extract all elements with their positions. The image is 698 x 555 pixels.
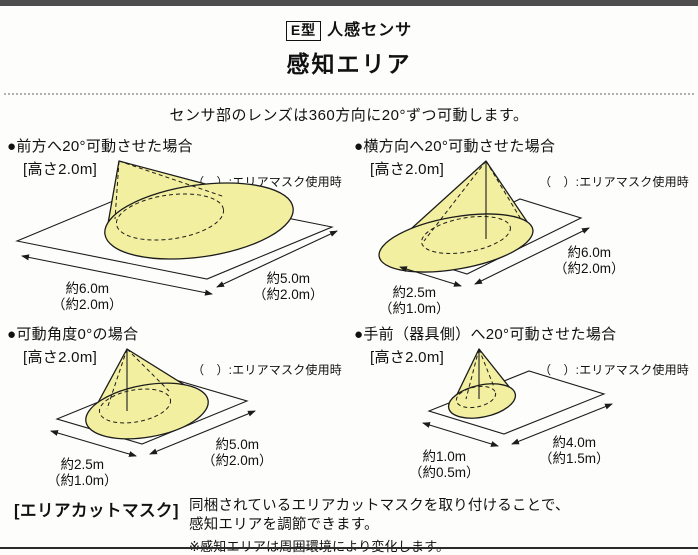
dimension-mask-value: （約1.0m） — [379, 301, 450, 318]
dimension-value: 約1.0m — [409, 449, 480, 466]
dimension-label: 約2.5m （約1.0m） — [379, 285, 450, 319]
dimension-label: 約5.0m （約2.0m） — [253, 271, 324, 305]
diagram-angle-0: ●可動角度0°の場合 [高さ2.0m] （ ）:エリアマスク使用時 約2.5m … — [7, 323, 344, 495]
diagram-title: ●横方向へ20°可動させた場合 — [354, 135, 691, 156]
page-title: 感知エリア — [0, 45, 698, 79]
diagram-title: ●可動角度0°の場合 — [7, 323, 344, 344]
dimension-mask-value: （約2.0m） — [52, 297, 123, 314]
product-name: 人感センサ — [327, 22, 412, 39]
dimension-label: 約1.0m （約0.5m） — [409, 449, 480, 483]
description-line-1: 同梱されているエリアカットマスクを取り付けることで、 — [189, 497, 570, 517]
dimension-mask-value: （約2.0m） — [554, 261, 625, 278]
dimension-mask-value: （約1.5m） — [539, 451, 610, 468]
dimension-label: 約6.0m （約2.0m） — [52, 281, 123, 315]
diagram-sideways-20: ●横方向へ20°可動させた場合 [高さ2.0m] （ ）:エリアマスク使用時 約… — [354, 135, 691, 323]
page-header: E型人感センサ 感知エリア — [0, 16, 698, 79]
type-badge: E型 — [286, 21, 321, 41]
dimension-mask-value: （約0.5m） — [409, 465, 480, 482]
dotted-divider — [4, 93, 694, 95]
dimension-label: 約5.0m （約2.0m） — [202, 437, 273, 471]
dimension-value: 約2.5m — [47, 457, 118, 474]
dimension-value: 約5.0m — [253, 271, 324, 288]
dimension-mask-value: （約1.0m） — [47, 473, 118, 490]
top-border-bar — [0, 0, 698, 6]
bottom-border-line — [0, 547, 698, 549]
dimension-label: 約2.5m （約1.0m） — [47, 457, 118, 491]
dimension-line-width — [423, 423, 498, 446]
diagram-toward-fixture-20: ●手前（器具側）へ20°可動させた場合 [高さ2.0m] （ ）:エリアマスク使… — [354, 323, 691, 495]
diagram-grid: ●前方へ20°可動させた場合 [高さ2.0m] （ ）:エリアマスク使用時 約6… — [0, 135, 698, 495]
dimension-mask-value: （約2.0m） — [202, 453, 273, 470]
dimension-mask-value: （約2.0m） — [253, 287, 324, 304]
dimension-value: 約5.0m — [202, 437, 273, 454]
diagram-forward-20: ●前方へ20°可動させた場合 [高さ2.0m] （ ）:エリアマスク使用時 約6… — [7, 135, 344, 323]
dimension-label: 約4.0m （約1.5m） — [539, 435, 610, 469]
dimension-label: 約6.0m （約2.0m） — [554, 245, 625, 279]
diagram-title: ●前方へ20°可動させた場合 — [7, 135, 344, 156]
sensor-type-line: E型人感センサ — [0, 16, 698, 41]
description-line-2: 感知エリアを調節できます。 — [189, 516, 570, 536]
diagram-title: ●手前（器具側）へ20°可動させた場合 — [354, 323, 691, 344]
dimension-value: 約2.5m — [379, 285, 450, 302]
area-cut-mask-label: [エリアカットマスク] — [14, 497, 179, 521]
dimension-value: 約6.0m — [52, 281, 123, 298]
dimension-value: 約6.0m — [554, 245, 625, 262]
detection-cone-diagram — [354, 349, 691, 474]
detection-cone-diagram — [354, 161, 691, 301]
dimension-value: 約4.0m — [539, 435, 610, 452]
subtitle: センサ部のレンズは360方向に20°ずつ可動します。 — [0, 104, 698, 125]
